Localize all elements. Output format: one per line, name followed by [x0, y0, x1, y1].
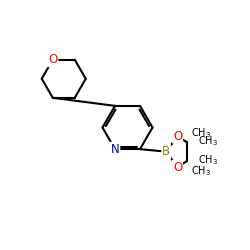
- Text: CH$_3$: CH$_3$: [191, 164, 211, 177]
- Text: O: O: [173, 161, 182, 174]
- Text: O: O: [173, 130, 182, 143]
- Text: O: O: [48, 53, 58, 66]
- Text: N: N: [110, 143, 120, 156]
- Text: B: B: [162, 145, 170, 158]
- Text: CH$_3$: CH$_3$: [198, 153, 218, 167]
- Text: CH$_3$: CH$_3$: [191, 126, 211, 140]
- Text: CH$_3$: CH$_3$: [198, 134, 218, 148]
